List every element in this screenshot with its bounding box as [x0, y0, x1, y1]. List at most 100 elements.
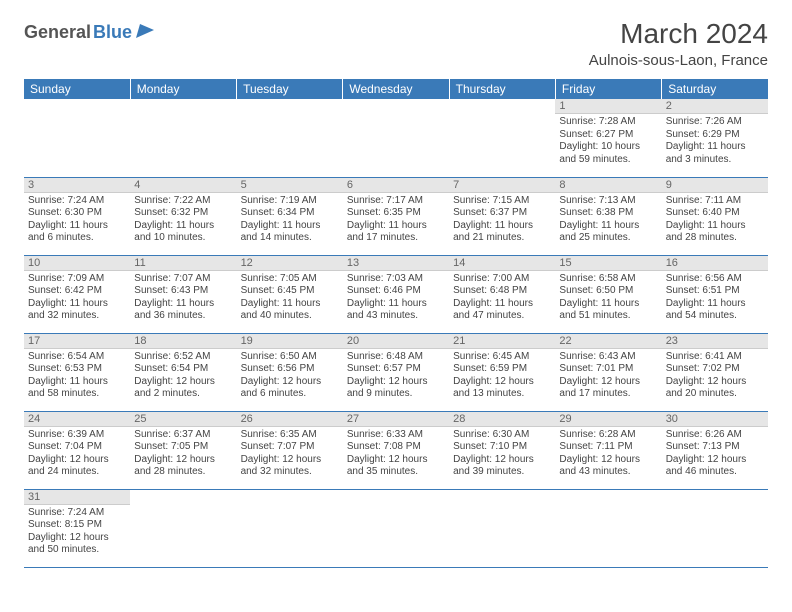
calendar-cell: 31Sunrise: 7:24 AMSunset: 8:15 PMDayligh… — [24, 489, 130, 567]
day-details: Sunrise: 7:24 AMSunset: 6:30 PMDaylight:… — [24, 193, 130, 247]
day-details: Sunrise: 7:26 AMSunset: 6:29 PMDaylight:… — [662, 114, 768, 168]
day-details: Sunrise: 6:52 AMSunset: 6:54 PMDaylight:… — [130, 349, 236, 403]
title-block: March 2024 Aulnois-sous-Laon, France — [589, 18, 768, 69]
day-number: 25 — [130, 412, 236, 427]
weekday-header: Wednesday — [343, 79, 449, 99]
day-details: Sunrise: 6:48 AMSunset: 6:57 PMDaylight:… — [343, 349, 449, 403]
day-details: Sunrise: 6:35 AMSunset: 7:07 PMDaylight:… — [237, 427, 343, 481]
day-number: 21 — [449, 334, 555, 349]
day-details: Sunrise: 7:09 AMSunset: 6:42 PMDaylight:… — [24, 271, 130, 325]
calendar-cell: 19Sunrise: 6:50 AMSunset: 6:56 PMDayligh… — [237, 333, 343, 411]
day-number: 31 — [24, 490, 130, 505]
calendar-cell: 20Sunrise: 6:48 AMSunset: 6:57 PMDayligh… — [343, 333, 449, 411]
day-details: Sunrise: 6:41 AMSunset: 7:02 PMDaylight:… — [662, 349, 768, 403]
day-number: 10 — [24, 256, 130, 271]
day-number: 5 — [237, 178, 343, 193]
calendar-cell — [130, 99, 236, 177]
day-number: 12 — [237, 256, 343, 271]
day-number: 8 — [555, 178, 661, 193]
day-details: Sunrise: 6:26 AMSunset: 7:13 PMDaylight:… — [662, 427, 768, 481]
day-details: Sunrise: 7:07 AMSunset: 6:43 PMDaylight:… — [130, 271, 236, 325]
page-title: March 2024 — [589, 18, 768, 50]
calendar-cell: 17Sunrise: 6:54 AMSunset: 6:53 PMDayligh… — [24, 333, 130, 411]
day-number: 7 — [449, 178, 555, 193]
calendar-cell: 24Sunrise: 6:39 AMSunset: 7:04 PMDayligh… — [24, 411, 130, 489]
day-details: Sunrise: 7:13 AMSunset: 6:38 PMDaylight:… — [555, 193, 661, 247]
calendar-cell: 6Sunrise: 7:17 AMSunset: 6:35 PMDaylight… — [343, 177, 449, 255]
day-details: Sunrise: 7:05 AMSunset: 6:45 PMDaylight:… — [237, 271, 343, 325]
weekday-header: Thursday — [449, 79, 555, 99]
calendar-cell: 28Sunrise: 6:30 AMSunset: 7:10 PMDayligh… — [449, 411, 555, 489]
day-details: Sunrise: 6:54 AMSunset: 6:53 PMDaylight:… — [24, 349, 130, 403]
day-details: Sunrise: 7:11 AMSunset: 6:40 PMDaylight:… — [662, 193, 768, 247]
calendar-cell: 11Sunrise: 7:07 AMSunset: 6:43 PMDayligh… — [130, 255, 236, 333]
day-details: Sunrise: 7:15 AMSunset: 6:37 PMDaylight:… — [449, 193, 555, 247]
calendar-cell: 18Sunrise: 6:52 AMSunset: 6:54 PMDayligh… — [130, 333, 236, 411]
day-number: 24 — [24, 412, 130, 427]
day-number: 13 — [343, 256, 449, 271]
day-details: Sunrise: 6:45 AMSunset: 6:59 PMDaylight:… — [449, 349, 555, 403]
calendar-cell: 1Sunrise: 7:28 AMSunset: 6:27 PMDaylight… — [555, 99, 661, 177]
day-details: Sunrise: 7:22 AMSunset: 6:32 PMDaylight:… — [130, 193, 236, 247]
calendar-cell — [662, 489, 768, 567]
calendar-cell: 14Sunrise: 7:00 AMSunset: 6:48 PMDayligh… — [449, 255, 555, 333]
day-details: Sunrise: 7:28 AMSunset: 6:27 PMDaylight:… — [555, 114, 661, 168]
day-number: 28 — [449, 412, 555, 427]
day-details: Sunrise: 6:39 AMSunset: 7:04 PMDaylight:… — [24, 427, 130, 481]
weekday-header: Friday — [555, 79, 661, 99]
day-details: Sunrise: 6:43 AMSunset: 7:01 PMDaylight:… — [555, 349, 661, 403]
calendar-cell — [555, 489, 661, 567]
day-number: 6 — [343, 178, 449, 193]
day-details: Sunrise: 6:58 AMSunset: 6:50 PMDaylight:… — [555, 271, 661, 325]
header: General Blue March 2024 Aulnois-sous-Lao… — [24, 18, 768, 69]
calendar-cell: 5Sunrise: 7:19 AMSunset: 6:34 PMDaylight… — [237, 177, 343, 255]
day-number: 22 — [555, 334, 661, 349]
calendar-cell: 27Sunrise: 6:33 AMSunset: 7:08 PMDayligh… — [343, 411, 449, 489]
calendar-cell: 13Sunrise: 7:03 AMSunset: 6:46 PMDayligh… — [343, 255, 449, 333]
day-number: 30 — [662, 412, 768, 427]
day-number: 23 — [662, 334, 768, 349]
calendar-cell — [130, 489, 236, 567]
day-number: 27 — [343, 412, 449, 427]
calendar-cell: 26Sunrise: 6:35 AMSunset: 7:07 PMDayligh… — [237, 411, 343, 489]
day-number: 16 — [662, 256, 768, 271]
day-number: 20 — [343, 334, 449, 349]
day-details: Sunrise: 7:17 AMSunset: 6:35 PMDaylight:… — [343, 193, 449, 247]
day-details: Sunrise: 6:30 AMSunset: 7:10 PMDaylight:… — [449, 427, 555, 481]
calendar-cell: 4Sunrise: 7:22 AMSunset: 6:32 PMDaylight… — [130, 177, 236, 255]
weekday-header: Saturday — [662, 79, 768, 99]
weekday-header: Tuesday — [237, 79, 343, 99]
day-number: 14 — [449, 256, 555, 271]
logo-text-general: General — [24, 22, 91, 43]
calendar-cell — [237, 99, 343, 177]
calendar-cell: 3Sunrise: 7:24 AMSunset: 6:30 PMDaylight… — [24, 177, 130, 255]
calendar-cell: 29Sunrise: 6:28 AMSunset: 7:11 PMDayligh… — [555, 411, 661, 489]
calendar-cell — [449, 99, 555, 177]
calendar-cell — [24, 99, 130, 177]
day-number: 15 — [555, 256, 661, 271]
calendar-cell: 23Sunrise: 6:41 AMSunset: 7:02 PMDayligh… — [662, 333, 768, 411]
day-details: Sunrise: 7:24 AMSunset: 8:15 PMDaylight:… — [24, 505, 130, 559]
logo: General Blue — [24, 22, 154, 43]
calendar-cell: 7Sunrise: 7:15 AMSunset: 6:37 PMDaylight… — [449, 177, 555, 255]
day-number: 29 — [555, 412, 661, 427]
day-details: Sunrise: 6:37 AMSunset: 7:05 PMDaylight:… — [130, 427, 236, 481]
day-details: Sunrise: 6:33 AMSunset: 7:08 PMDaylight:… — [343, 427, 449, 481]
day-number: 11 — [130, 256, 236, 271]
calendar-cell — [343, 489, 449, 567]
day-number: 9 — [662, 178, 768, 193]
calendar-cell: 22Sunrise: 6:43 AMSunset: 7:01 PMDayligh… — [555, 333, 661, 411]
logo-text-blue: Blue — [93, 22, 132, 43]
calendar-cell — [343, 99, 449, 177]
calendar-cell: 15Sunrise: 6:58 AMSunset: 6:50 PMDayligh… — [555, 255, 661, 333]
day-number: 3 — [24, 178, 130, 193]
day-details: Sunrise: 7:03 AMSunset: 6:46 PMDaylight:… — [343, 271, 449, 325]
calendar-cell: 9Sunrise: 7:11 AMSunset: 6:40 PMDaylight… — [662, 177, 768, 255]
day-number: 1 — [555, 99, 661, 114]
calendar-cell: 8Sunrise: 7:13 AMSunset: 6:38 PMDaylight… — [555, 177, 661, 255]
calendar-cell — [449, 489, 555, 567]
flag-icon — [136, 24, 154, 41]
day-number: 19 — [237, 334, 343, 349]
day-details: Sunrise: 6:56 AMSunset: 6:51 PMDaylight:… — [662, 271, 768, 325]
calendar-cell — [237, 489, 343, 567]
